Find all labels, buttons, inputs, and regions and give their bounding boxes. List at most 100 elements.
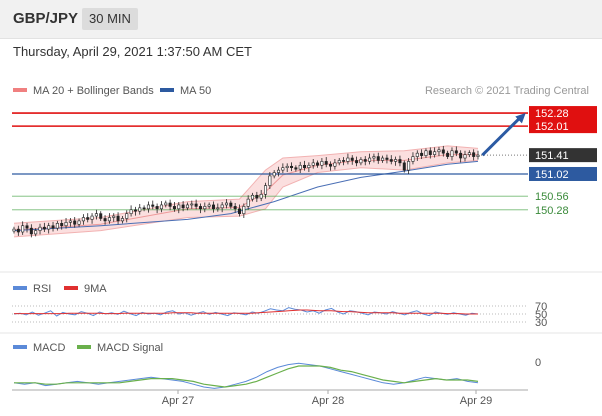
candle-body-up — [68, 220, 72, 223]
candle — [324, 157, 328, 168]
candle — [151, 200, 155, 210]
candle — [229, 200, 233, 209]
candle — [389, 155, 393, 165]
candle — [294, 165, 298, 172]
candle-body-up — [346, 157, 350, 162]
level-label-152.01: 152.01 — [535, 121, 569, 133]
candle — [90, 213, 94, 224]
candle-body-up — [224, 202, 228, 206]
candle — [16, 225, 20, 236]
candle — [415, 150, 419, 161]
candle-body-up — [146, 204, 150, 210]
legend-swatch-macd-signal — [77, 345, 91, 349]
candle-body-down — [181, 204, 185, 209]
candle — [42, 222, 46, 233]
candle-body-up — [216, 207, 220, 210]
candle-body-down — [398, 159, 402, 164]
candle — [303, 160, 307, 171]
candle-body-down — [172, 206, 176, 210]
candle-body-down — [42, 226, 46, 230]
candle — [133, 206, 137, 216]
candle — [467, 150, 471, 158]
candle — [446, 150, 450, 159]
candle — [216, 203, 220, 212]
level-label-152.28: 152.28 — [535, 108, 569, 120]
candle — [264, 182, 268, 199]
candle — [407, 158, 411, 174]
candle-body-down — [363, 159, 367, 162]
ma50-line — [13, 160, 479, 232]
candle — [47, 222, 51, 234]
candle-body-up — [333, 162, 337, 167]
candle-body-down — [116, 215, 120, 222]
candle-body-down — [86, 217, 90, 220]
candle — [129, 205, 133, 217]
candle-body-up — [359, 159, 363, 164]
candle-body-down — [324, 161, 328, 165]
candle-body-down — [133, 209, 137, 212]
candle — [246, 195, 250, 210]
candle — [207, 202, 211, 209]
candle — [385, 154, 389, 164]
candle — [476, 150, 480, 160]
candle-body-up — [125, 213, 129, 219]
candle-body-up — [129, 209, 133, 214]
candle — [355, 156, 359, 167]
candle-body-up — [381, 157, 385, 161]
candle-body-up — [190, 203, 194, 206]
top-bar: GBP/JPY 30 MIN — [0, 0, 602, 39]
level-tag — [529, 166, 597, 181]
candle — [411, 152, 415, 165]
candle — [259, 189, 263, 202]
candle — [437, 146, 441, 157]
candle — [64, 217, 68, 229]
candle — [290, 162, 294, 172]
candle-body-up — [285, 165, 289, 169]
candle-body-up — [177, 204, 181, 210]
candle-body-down — [303, 164, 307, 169]
candle — [142, 205, 146, 212]
candle-body-up — [368, 157, 372, 162]
candle-body-up — [203, 206, 207, 210]
candle — [172, 202, 176, 212]
candle — [29, 224, 33, 238]
level-tag — [529, 106, 597, 121]
candle — [272, 170, 276, 179]
legend-swatch-9ma — [64, 286, 78, 290]
candle — [120, 216, 124, 224]
candle — [211, 201, 215, 213]
candle — [12, 226, 16, 234]
candle — [60, 219, 64, 230]
level-label-150.28: 150.28 — [535, 205, 569, 217]
candle — [472, 149, 476, 161]
candle-body-up — [159, 204, 163, 210]
candle — [155, 203, 159, 214]
timeframe-button[interactable]: 30 MIN — [82, 8, 138, 30]
candle-body-down — [99, 213, 103, 219]
candle-body-up — [298, 164, 302, 170]
candle — [381, 155, 385, 163]
candle — [233, 203, 237, 213]
candle-body-up — [320, 161, 324, 166]
candle — [190, 200, 194, 209]
candle — [51, 221, 55, 232]
candle-body-up — [55, 223, 59, 229]
legend-macd: MACD — [33, 342, 65, 354]
candle — [359, 157, 363, 166]
instrument-title: GBP/JPY — [13, 10, 79, 27]
candle — [441, 145, 445, 157]
candle-body-up — [12, 228, 16, 232]
candle — [55, 220, 59, 231]
candle-body-down — [29, 227, 33, 235]
candle — [428, 147, 432, 159]
legend-swatch-ma20 — [13, 88, 27, 92]
candle — [281, 163, 285, 174]
candle-body-down — [329, 164, 333, 167]
x-tick-label-apr-27: Apr 27 — [162, 395, 194, 407]
candle-body-up — [307, 164, 311, 169]
candle — [242, 203, 246, 218]
candle-body-up — [47, 225, 51, 230]
candle — [112, 213, 116, 222]
legend-swatch-macd — [13, 345, 27, 349]
candle-body-up — [415, 152, 419, 157]
